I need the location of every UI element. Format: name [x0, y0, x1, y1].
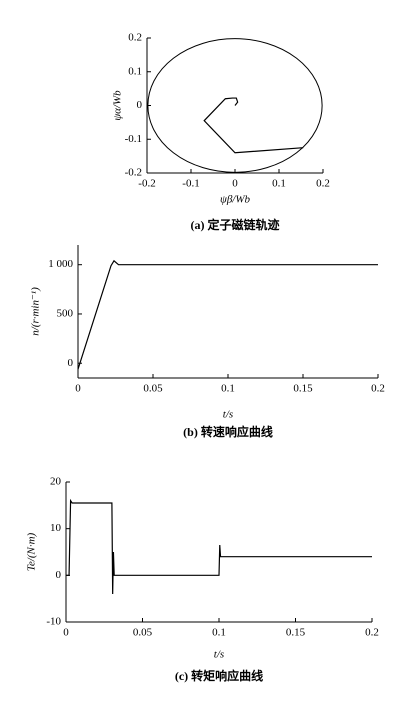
- y-tick-label: 0: [56, 569, 62, 581]
- series-line: [203, 97, 304, 154]
- series-line: [77, 259, 378, 370]
- y-tick-label: -10: [46, 616, 61, 628]
- x-tick-label: 0: [63, 627, 69, 639]
- x-tick-label: 0: [75, 383, 81, 395]
- y-tick-label: -0.1: [125, 133, 142, 145]
- y-tick-label: 0.2: [128, 32, 142, 44]
- circle-trajectory: [147, 38, 323, 173]
- x-axis-label: ψβ/Wb: [220, 194, 251, 206]
- x-tick-label: 0.15: [293, 383, 313, 395]
- x-tick-label: 0.05: [143, 383, 163, 395]
- x-tick-label: 0.1: [212, 627, 226, 639]
- x-tick-label: 0.05: [133, 627, 153, 639]
- y-tick-label: -0.2: [125, 167, 142, 179]
- x-tick-label: 0: [232, 178, 238, 190]
- x-tick-label: 0.1: [221, 383, 235, 395]
- x-tick-label: 0.15: [286, 627, 306, 639]
- y-axis-label: Te/(N·m): [26, 532, 38, 571]
- caption: (b) 转速响应曲线: [183, 424, 273, 439]
- x-tick-label: 0.2: [365, 627, 379, 639]
- x-axis-label: t/s: [214, 649, 224, 661]
- x-axis-label: t/s: [223, 409, 233, 421]
- y-axis-label: ψα/Wb: [112, 90, 124, 121]
- y-tick-label: 0: [68, 357, 74, 369]
- y-tick-label: 0: [137, 99, 143, 111]
- x-tick-label: -0.2: [138, 178, 155, 190]
- y-tick-label: 500: [57, 307, 74, 319]
- y-tick-label: 10: [50, 522, 62, 534]
- x-tick-label: -0.1: [182, 178, 199, 190]
- y-axis-label: n/(r·min⁻¹): [30, 287, 42, 336]
- x-tick-label: 0.2: [371, 383, 385, 395]
- caption: (c) 转矩响应曲线: [175, 668, 263, 683]
- caption: (a) 定子磁链轨迹: [191, 217, 280, 232]
- y-tick-label: 1 000: [48, 258, 73, 270]
- x-tick-label: 0.1: [272, 178, 286, 190]
- y-tick-label: 20: [50, 476, 62, 488]
- series-line: [66, 498, 372, 595]
- x-tick-label: 0.2: [316, 178, 330, 190]
- y-tick-label: 0.1: [128, 65, 142, 77]
